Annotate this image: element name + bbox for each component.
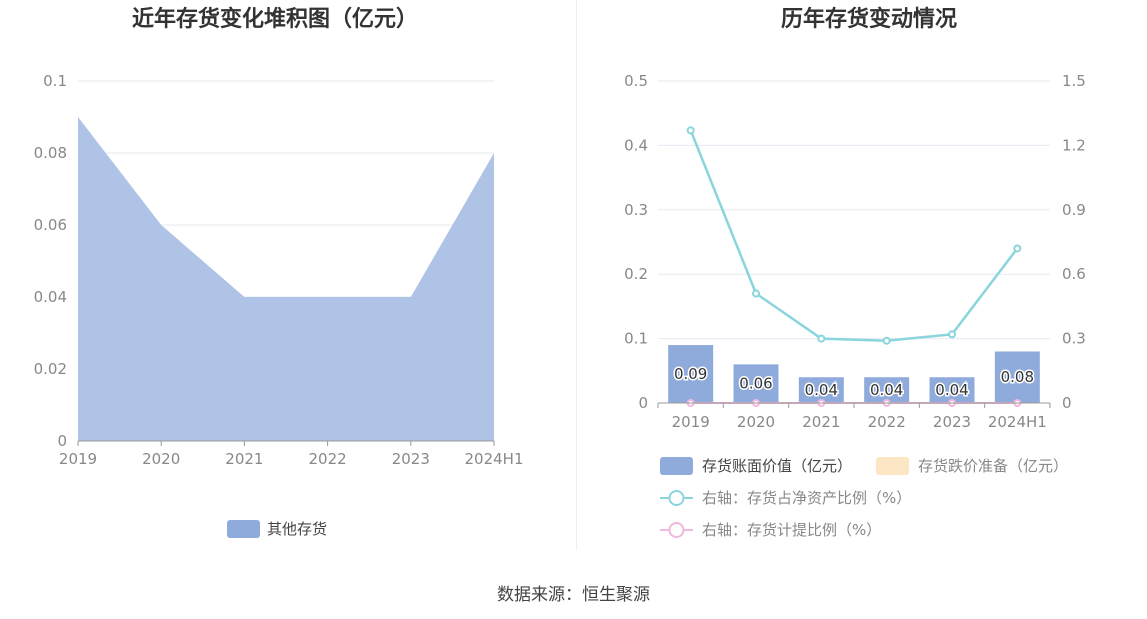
x-tick-label: 2020 [737, 413, 775, 431]
bar-data-label: 0.04 [870, 381, 903, 399]
x-tick-label: 2022 [868, 413, 906, 431]
y-right-tick-label: 0.6 [1062, 265, 1086, 283]
chart-title: 历年存货变动情况 [781, 6, 957, 32]
chart-title: 近年存货变化堆积图（亿元） [132, 6, 418, 32]
x-tick-label: 2024H1 [465, 450, 524, 468]
x-tick-label: 2021 [225, 450, 263, 468]
bar-data-label: 0.04 [935, 381, 968, 399]
bar-book-value [929, 377, 975, 403]
legend-label-other-inventory: 其他存货 [267, 520, 327, 538]
bar-data-label: 0.09 [674, 365, 707, 383]
y-left-tick-label: 0.4 [624, 136, 648, 154]
legend: 其他存货 [227, 520, 327, 538]
line-point [817, 334, 826, 343]
x-tick-label: 2022 [309, 450, 347, 468]
bar-book-value [798, 377, 844, 403]
area-series-other-inventory [78, 117, 494, 441]
stacked-area-chart: 近年存货变化堆积图（亿元） 0 0.02 0.04 0.06 0.08 0.1 2019 2… [34, 6, 524, 538]
line-point [948, 330, 956, 339]
y-left-tick-label: 0.1 [624, 330, 648, 348]
y-left-tick-label: 0 [638, 394, 648, 412]
bar-data-label: 0.08 [1001, 368, 1034, 386]
legend-label-book-value: 存货账面价值（亿元） [702, 457, 852, 475]
line-point [752, 289, 760, 298]
legend-label-impairment: 存货跌价准备（亿元） [918, 457, 1068, 475]
legend-marker-net-asset-ratio [668, 490, 685, 506]
line-point [1013, 244, 1022, 253]
y-tick-label: 0.02 [34, 360, 67, 378]
y-left-tick-label: 0.3 [624, 201, 648, 219]
y-tick-label: 0.08 [34, 144, 67, 162]
y-tick-label: 0 [57, 432, 67, 450]
line-point [882, 336, 891, 345]
chart-divider [576, 0, 577, 550]
y-tick-label: 0.1 [43, 72, 67, 90]
x-tick-label: 2023 [392, 450, 430, 468]
bar-book-value [864, 377, 910, 403]
y-right-tick-label: 1.5 [1062, 72, 1086, 90]
bar-data-label: 0.06 [739, 375, 772, 393]
x-tick-label: 2019 [672, 413, 710, 431]
legend-label-net-asset-ratio: 右轴：存货占净资产比例（%） [702, 489, 911, 507]
x-tick-label: 2019 [59, 450, 97, 468]
bar-data-label: 0.04 [805, 381, 838, 399]
x-tick-label: 2021 [802, 413, 840, 431]
y-right-tick-label: 1.2 [1062, 136, 1086, 154]
y-right-tick-label: 0 [1062, 394, 1072, 412]
legend-label-provision-ratio: 右轴：存货计提比例（%） [702, 521, 881, 539]
bar-book-value [733, 364, 779, 403]
y-left-tick-label: 0.5 [624, 72, 648, 90]
y-tick-label: 0.04 [34, 288, 67, 306]
y-left-tick-label: 0.2 [624, 265, 648, 283]
legend: 存货账面价值（亿元） 存货跌价准备（亿元） 右轴：存货占净资产比例（%） 右轴：… [660, 457, 1068, 539]
legend-swatch-book-value [660, 457, 693, 475]
y-right-tick-label: 0.3 [1062, 330, 1086, 348]
x-tick-label: 2024H1 [988, 413, 1047, 431]
line-series-net-asset-ratio [689, 129, 1019, 342]
data-source: 数据来源：恒生聚源 [497, 585, 650, 605]
line-point [686, 126, 695, 135]
x-tick-label: 2020 [142, 450, 180, 468]
bar-line-chart: 历年存货变动情况 0.09 0.06 0.04 0.04 0.04 0.08 0 0.1 0.… [624, 6, 1086, 539]
bar-book-value [668, 345, 714, 403]
x-tick-label: 2023 [933, 413, 971, 431]
y-tick-label: 0.06 [34, 216, 67, 234]
legend-swatch-other-inventory [227, 520, 260, 538]
legend-marker-provision-ratio [668, 522, 685, 538]
legend-swatch-impairment [876, 457, 909, 475]
y-right-tick-label: 0.9 [1062, 201, 1086, 219]
bar-book-value [994, 351, 1040, 403]
